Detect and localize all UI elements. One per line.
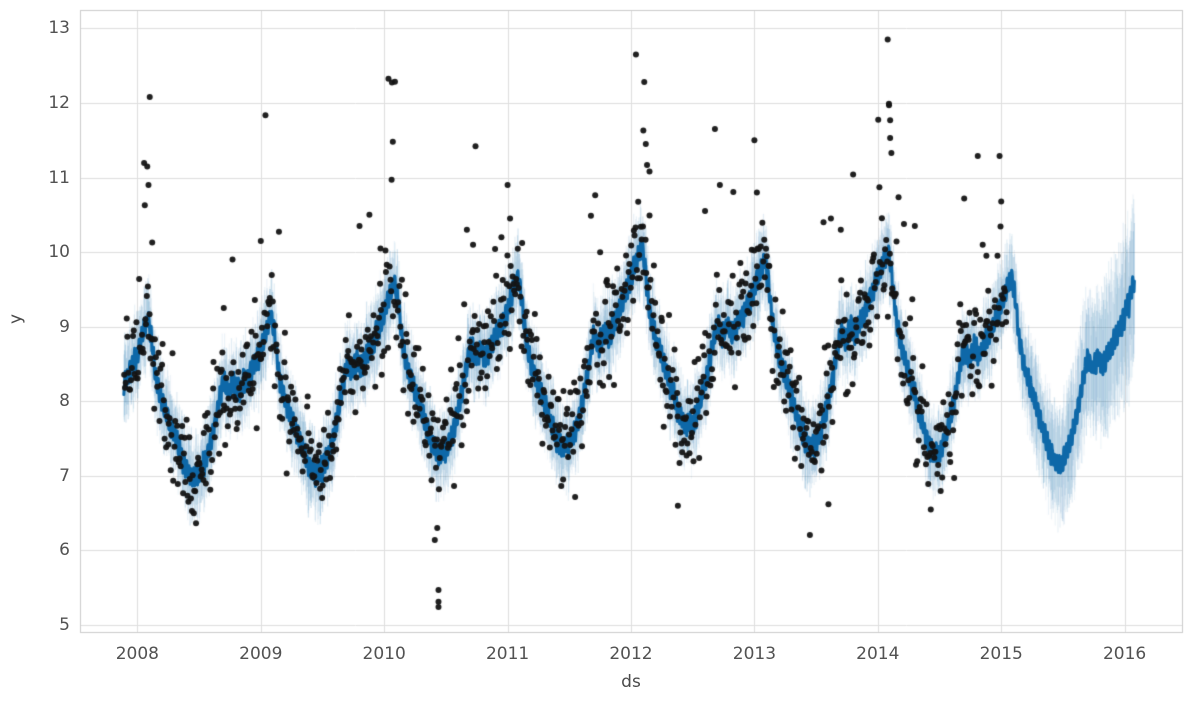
x-tick-label-2009: 2009 (239, 644, 283, 664)
y-tick-label-10: 10 (48, 242, 70, 263)
y-tick-label-11: 11 (48, 167, 70, 188)
y-tick-label-13: 13 (48, 18, 70, 39)
x-tick-label-2013: 2013 (732, 644, 777, 664)
y-tick-label-12: 12 (48, 92, 70, 113)
y-tick-label-9: 9 (59, 316, 70, 337)
x-axis-label: ds (621, 672, 641, 692)
x-tick-label-2008: 2008 (115, 644, 159, 664)
x-tick-label-2015: 2015 (979, 644, 1023, 664)
x-tick-label-2014: 2014 (856, 644, 900, 664)
y-tick-label-5: 5 (59, 614, 70, 635)
x-tick-label-2010: 2010 (362, 644, 406, 664)
y-tick-label-7: 7 (59, 465, 70, 486)
y-tick-label-6: 6 (59, 540, 70, 561)
y-axis-label: y (6, 313, 26, 325)
x-tick-label-2012: 2012 (609, 644, 653, 664)
x-tick-label-2011: 2011 (485, 644, 530, 664)
y-tick-label-8: 8 (59, 391, 70, 412)
x-tick-label-2016: 2016 (1102, 644, 1147, 664)
